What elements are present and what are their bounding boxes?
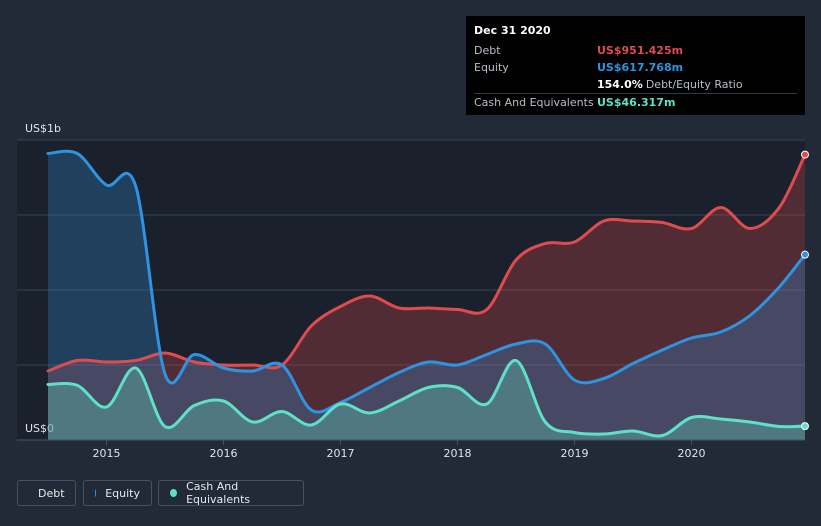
x-tick-label-2018: 2018: [444, 447, 472, 460]
legend-equity[interactable]: Equity: [83, 480, 152, 506]
tooltip-date: Dec 31 2020: [474, 24, 551, 37]
y-axis-zero-label: US$0: [25, 422, 54, 435]
line-layer: [46, 149, 807, 438]
legend-debt[interactable]: Debt: [17, 480, 76, 506]
tooltip-cash-value: US$46.317m: [597, 96, 676, 109]
x-axis: 2015 2016 2017 2018 2019 2020: [17, 439, 805, 460]
debt-line: [46, 153, 807, 373]
area-layer: [48, 151, 805, 440]
tooltip-equity-value: US$617.768m: [597, 61, 684, 74]
legend-equity-label: Equity: [105, 486, 140, 500]
cash-end-marker: [801, 422, 809, 431]
tooltip-row-cash: Cash And Equivalents US$46.317m: [474, 93, 797, 111]
tooltip-equity-label: Equity: [474, 61, 509, 74]
legend-cash[interactable]: Cash And Equivalents: [158, 480, 304, 506]
x-tick-label-2016: 2016: [210, 447, 238, 460]
x-tick-label-2017: 2017: [327, 447, 355, 460]
debt-end-marker: [801, 150, 809, 159]
legend-debt-label: Debt: [38, 486, 65, 500]
tooltip-debt-value: US$951.425m: [597, 44, 684, 57]
tooltip-ratio-value: 154.0%: [597, 78, 643, 91]
tooltip-ratio-label: Debt/Equity Ratio: [645, 78, 743, 91]
tooltip-row-equity: Equity US$617.768m: [474, 59, 797, 76]
debt-area: [48, 154, 805, 440]
cash-area: [48, 360, 805, 440]
tooltip-cash-label: Cash And Equivalents: [474, 96, 594, 109]
equity-end-marker: [801, 250, 809, 259]
legend-cash-label: Cash And Equivalents: [186, 480, 251, 506]
tooltip-debt-label: Debt: [474, 44, 501, 57]
end-markers: [801, 150, 809, 431]
legend-equity-dot-icon: [95, 489, 97, 497]
equity-area: [48, 151, 805, 440]
x-tick-label-2020: 2020: [678, 447, 706, 460]
legend-cash-dot-icon: [170, 489, 178, 497]
cash-line: [46, 359, 807, 438]
y-axis-top-label: US$1b: [25, 122, 61, 135]
tooltip-row-debt: Debt US$951.425m: [474, 42, 797, 59]
tooltip-panel: Dec 31 2020 Debt US$951.425m Equity US$6…: [466, 16, 805, 115]
tooltip-row-ratio: 154.0% Debt/Equity Ratio: [474, 76, 797, 93]
x-tick-label-2015: 2015: [93, 447, 121, 460]
x-tick-label-2019: 2019: [561, 447, 589, 460]
equity-line: [46, 149, 807, 414]
